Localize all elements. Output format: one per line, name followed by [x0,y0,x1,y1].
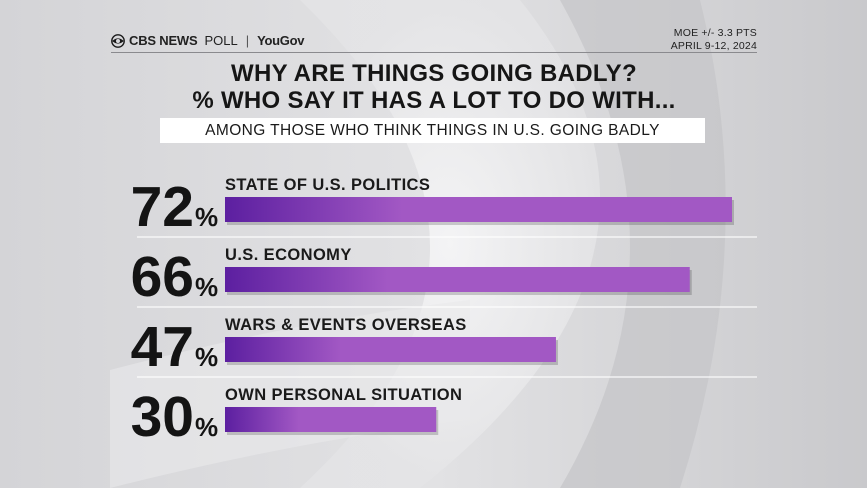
category-label-state-of-u-s-politics: STATE OF U.S. POLITICS [225,176,430,194]
margin-of-error: MOE +/- 3.3 PTS [673,27,757,39]
value-label-state-of-u-s-politics: 72 [131,175,194,239]
bar-own-personal-situation [225,407,437,432]
brand-yougov: YouGov [257,33,305,48]
brand-separator: | [245,33,250,48]
percent-sign-wars-events-overseas: % [195,342,218,372]
brand-logo: CBS NEWS POLL | YouGov [111,33,304,48]
value-label-u-s-economy: 66 [131,245,194,309]
category-label-wars-events-overseas: WARS & EVENTS OVERSEAS [225,316,467,334]
title-line-2: % WHO SAY IT HAS A LOT TO DO WITH... [192,87,676,114]
value-label-own-personal-situation: 30 [131,385,194,449]
poll-dates: APRIL 9-12, 2024 [670,40,757,52]
chart-subtitle: AMONG THOSE WHO THINK THINGS IN U.S. GOI… [160,118,705,143]
chart-title: WHY ARE THINGS GOING BADLY? % WHO SAY IT… [111,60,757,114]
brand-poll: POLL [204,33,238,48]
category-label-own-personal-situation: OWN PERSONAL SITUATION [225,386,462,404]
value-label-wars-events-overseas: 47 [131,315,194,379]
bar-state-of-u-s-politics [225,197,732,222]
brand-cbs-news: CBS NEWS [129,33,198,48]
percent-sign-own-personal-situation: % [195,412,218,442]
bar-u-s-economy [225,267,690,292]
cbs-eye-icon [111,33,125,48]
category-label-u-s-economy: U.S. ECONOMY [225,246,352,264]
percent-sign-u-s-economy: % [195,272,218,302]
header-divider [111,52,757,53]
bar-wars-events-overseas [225,337,556,362]
methodology-note: MOE +/- 3.3 PTS APRIL 9-12, 2024 [671,27,757,53]
title-line-1: WHY ARE THINGS GOING BADLY? [231,60,637,87]
percent-sign-state-of-u-s-politics: % [195,202,218,232]
